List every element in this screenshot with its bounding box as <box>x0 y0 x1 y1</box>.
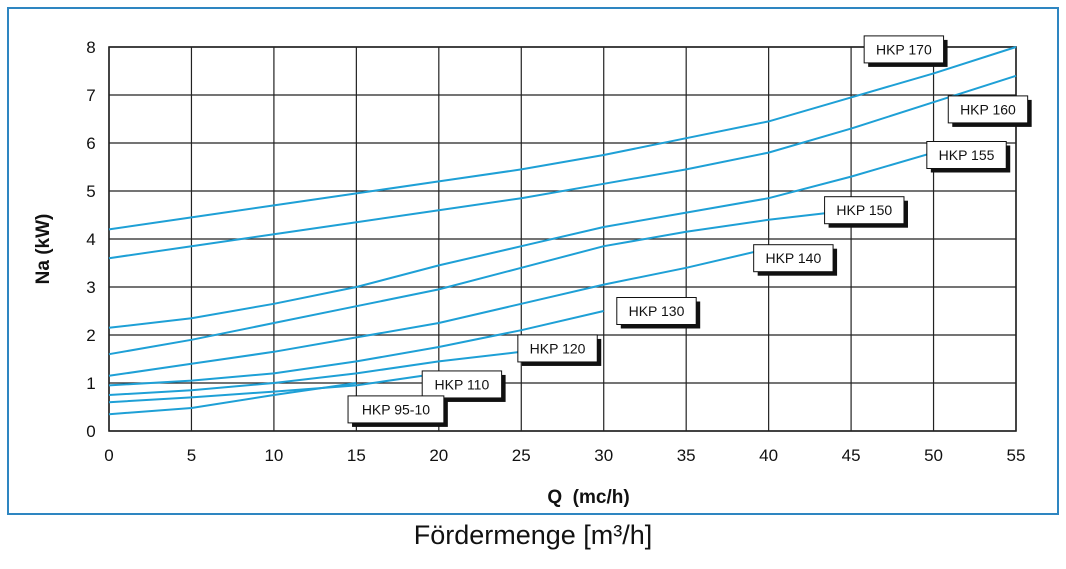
label-background <box>421 370 503 399</box>
series-line <box>108 247 769 377</box>
x-tick-label: 20 <box>429 446 448 465</box>
y-tick-label: 7 <box>86 86 95 105</box>
series-line <box>108 350 522 396</box>
x-tick-label: 30 <box>594 446 613 465</box>
plot-border <box>108 46 1017 432</box>
x-tick-label: 40 <box>759 446 778 465</box>
x-axis-title: Q (mc/h) <box>547 487 629 508</box>
y-axis-title: Na (kW) <box>33 214 54 285</box>
x-tick-label: 5 <box>187 446 196 465</box>
series-label: HKP 170 <box>876 41 932 57</box>
curves <box>108 46 1017 416</box>
x-tick-label: 45 <box>842 446 861 465</box>
series-line <box>108 372 439 404</box>
series-label: HKP 160 <box>960 101 1016 117</box>
y-tick-label: 1 <box>86 374 95 393</box>
y-tick-label: 6 <box>86 134 95 153</box>
series-label-box: HKP 120 <box>517 334 602 366</box>
chart-frame: 0 5 10 15 20 25 30 35 40 45 50 55 0 1 2 3 4 5 6 7 8 Q (mc/h) N… <box>7 7 1059 515</box>
series-line <box>108 46 1017 231</box>
series-line <box>108 382 357 416</box>
series-label-box: HKP 140 <box>753 244 838 276</box>
figure-caption: Fördermenge [m³/h] <box>413 520 653 550</box>
series-label-box: HKP 160 <box>947 95 1032 127</box>
x-tick-label: 0 <box>104 446 113 465</box>
label-background <box>947 95 1029 124</box>
series-label: HKP 155 <box>939 147 995 163</box>
series-line <box>108 74 1017 260</box>
label-background <box>863 35 945 64</box>
x-tick-label: 25 <box>512 446 531 465</box>
x-tick-label: 15 <box>347 446 366 465</box>
series-label: HKP 120 <box>530 340 586 356</box>
series-label-box: HKP 130 <box>616 297 701 329</box>
y-tick-label: 2 <box>86 326 95 345</box>
series-label: HKP 140 <box>765 250 821 266</box>
x-tick-label: 35 <box>677 446 696 465</box>
label-background <box>517 334 598 363</box>
label-background <box>926 141 1007 169</box>
label-background <box>347 395 445 424</box>
series-line <box>108 209 852 356</box>
x-tick-label: 55 <box>1007 446 1026 465</box>
series-label: HKP 95-10 <box>362 401 430 417</box>
series-label-box: HKP 110 <box>421 370 506 402</box>
series-label: HKP 150 <box>836 202 892 218</box>
x-tick-label: 50 <box>924 446 943 465</box>
y-tick-label: 4 <box>86 230 95 249</box>
y-tick-label: 8 <box>86 38 95 57</box>
series-labels: HKP 170 HKP 160 HKP 155 HKP 150 HKP 140 HKP 1… <box>347 35 1032 427</box>
label-background <box>753 244 834 273</box>
series-line <box>108 151 934 329</box>
series-label-box: HKP 170 <box>863 35 948 67</box>
series-label-box: HKP 95-10 <box>347 395 448 427</box>
label-background <box>616 297 697 325</box>
series-label: HKP 130 <box>629 303 685 319</box>
x-tick-label: 10 <box>264 446 283 465</box>
series-line <box>108 310 604 387</box>
series-label-box: HKP 155 <box>926 141 1011 173</box>
y-tick-label: 0 <box>86 422 95 441</box>
series-label-box: HKP 150 <box>824 196 908 228</box>
y-tick-label: 5 <box>86 182 95 201</box>
series-label: HKP 110 <box>435 376 490 392</box>
label-background <box>824 196 905 225</box>
y-tick-label: 3 <box>86 278 95 297</box>
